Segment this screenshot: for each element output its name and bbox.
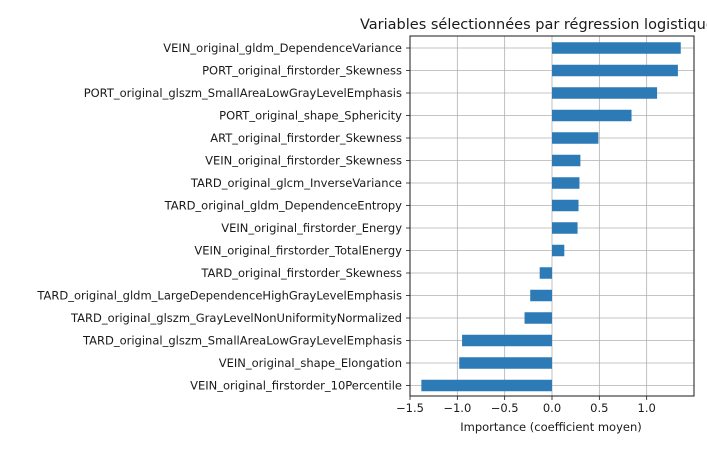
y-tick-label: PORT_original_firstorder_Skewness xyxy=(202,64,402,78)
bar xyxy=(459,357,552,369)
x-tick-label: −1.0 xyxy=(443,401,471,415)
x-tick-label: −1.5 xyxy=(396,401,424,415)
y-tick-label: ART_original_firstorder_Skewness xyxy=(210,131,402,145)
bar xyxy=(552,42,681,54)
y-tick-label: PORT_original_shape_Sphericity xyxy=(219,109,402,123)
chart-title: Variables sélectionnées par régression l… xyxy=(360,17,707,33)
bar xyxy=(530,289,552,302)
bar xyxy=(552,199,579,212)
bar xyxy=(421,379,552,392)
y-tick-label: VEIN_original_gldm_DependenceVariance xyxy=(163,41,402,55)
bar xyxy=(552,154,581,167)
bar xyxy=(539,267,552,279)
y-tick-label: TARD_original_gldm_LargeDependenceHighGr… xyxy=(36,289,402,303)
y-tick-label: TARD_original_glszm_GrayLevelNonUniformi… xyxy=(70,311,402,325)
bar xyxy=(552,109,632,122)
x-tick-label: 1.0 xyxy=(638,401,656,415)
y-tick-label: TARD_original_glszm_SmallAreaLowGrayLeve… xyxy=(82,334,402,348)
y-tick-label: VEIN_original_shape_Elongation xyxy=(219,356,402,370)
y-tick-labels: VEIN_original_gldm_DependenceVariance POR… xyxy=(36,41,410,393)
y-tick-label: VEIN_original_firstorder_TotalEnergy xyxy=(194,244,402,258)
bar xyxy=(552,87,658,99)
bar xyxy=(552,64,678,77)
y-tick-label: TARD_original_glcm_InverseVariance xyxy=(190,176,402,190)
bar xyxy=(524,312,552,324)
bar xyxy=(552,177,580,189)
x-tick-labels: −1.5 −1.0 −0.5 0.0 0.5 1.0 xyxy=(396,396,656,415)
y-tick-label: VEIN_original_firstorder_Skewness xyxy=(205,154,402,168)
bars xyxy=(421,42,681,392)
y-tick-label: VEIN_original_firstorder_Energy xyxy=(221,221,402,235)
y-tick-label: PORT_original_glszm_SmallAreaLowGrayLeve… xyxy=(84,86,402,100)
bar xyxy=(552,132,599,144)
x-tick-label: 0.0 xyxy=(543,401,561,415)
bar xyxy=(552,222,578,234)
bar xyxy=(552,244,565,257)
y-tick-label: VEIN_original_firstorder_10Percentile xyxy=(190,379,402,393)
x-tick-label: 0.5 xyxy=(590,401,608,415)
x-tick-label: −0.5 xyxy=(491,401,519,415)
y-tick-label: TARD_original_firstorder_Skewness xyxy=(200,266,402,280)
bar xyxy=(462,334,552,347)
y-tick-label: TARD_original_gldm_DependenceEntropy xyxy=(164,199,403,213)
x-axis-label: Importance (coefficient moyen) xyxy=(460,420,642,434)
